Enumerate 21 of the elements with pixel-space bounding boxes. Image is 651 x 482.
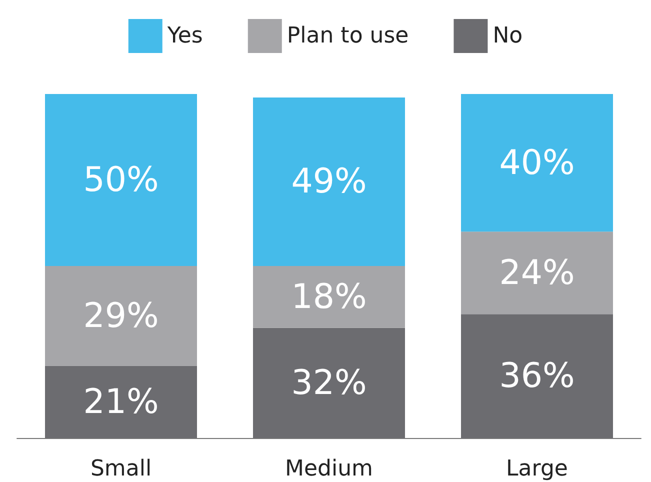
bar (45, 266, 197, 366)
x-tick-label: Medium (285, 456, 373, 482)
bar (253, 97, 405, 266)
x-tick-label: Large (506, 456, 568, 482)
data-label: 24% (499, 252, 575, 293)
data-label: 18% (291, 276, 367, 317)
legend-label: No (492, 24, 523, 48)
data-label: 32% (291, 362, 367, 403)
x-tick-label: Small (90, 456, 152, 482)
bar (461, 94, 613, 232)
bar (253, 266, 405, 328)
bar (45, 94, 197, 266)
data-label: 40% (499, 142, 575, 183)
data-label: 29% (83, 296, 159, 336)
data-label: 21% (83, 382, 159, 422)
legend-label: Plan to use (286, 24, 409, 48)
data-label: 36% (499, 356, 575, 396)
data-label: 50% (83, 160, 159, 200)
legend-label: Yes (166, 24, 203, 48)
bar (461, 232, 613, 314)
data-label: 49% (291, 162, 367, 202)
